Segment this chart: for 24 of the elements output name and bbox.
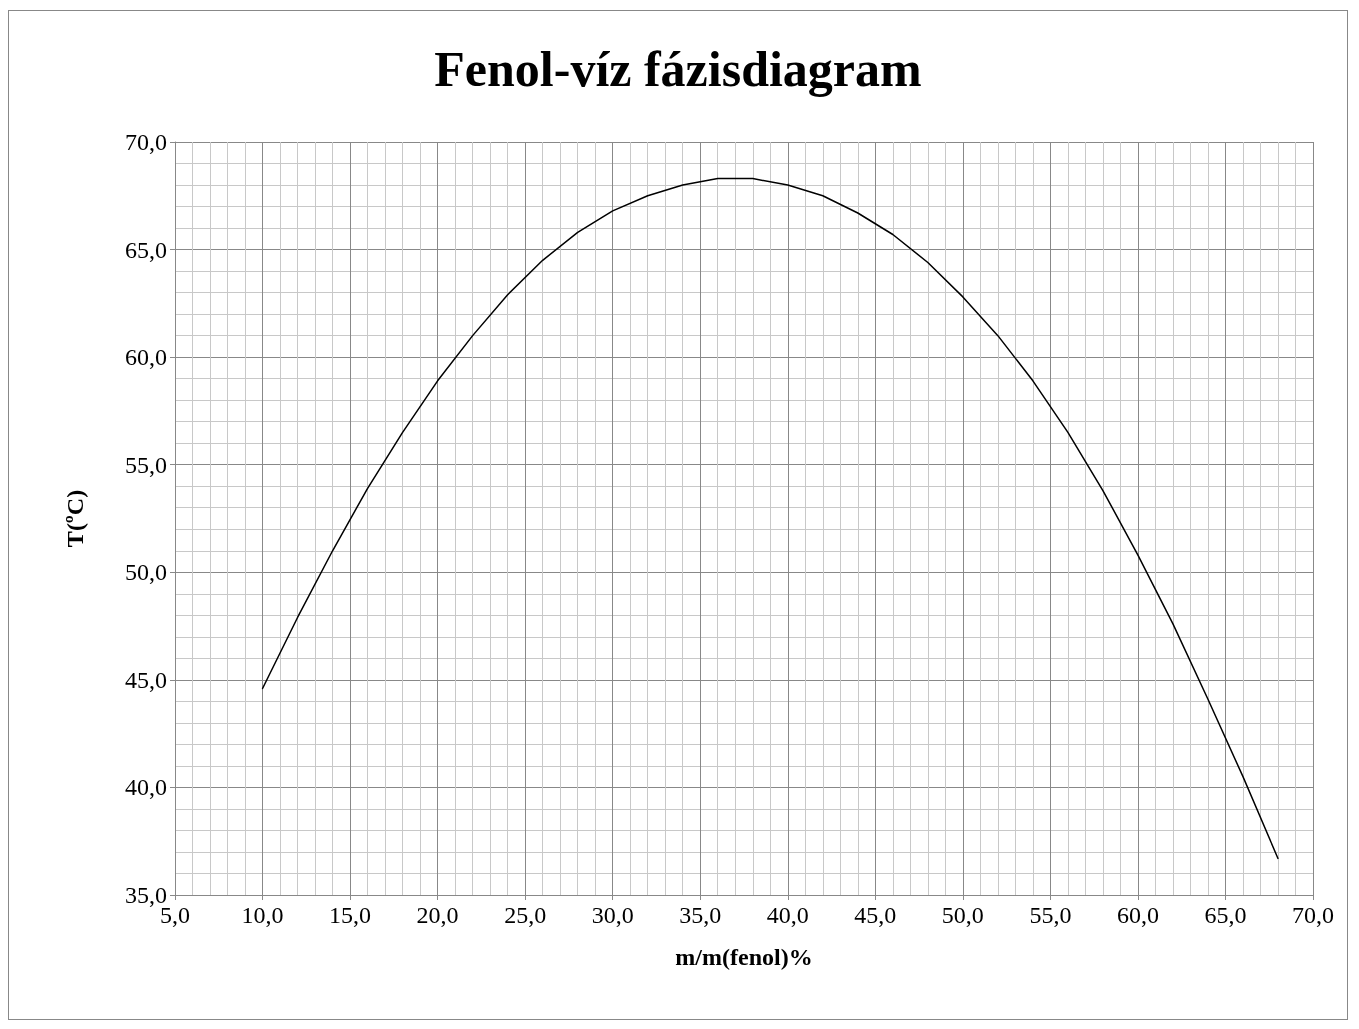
x-tick-label: 30,0 xyxy=(591,902,634,928)
x-axis-title: m/m(fenol)% xyxy=(675,944,813,970)
x-tick-label: 25,0 xyxy=(504,902,547,928)
y-axis-title: T(ºC) xyxy=(62,489,88,548)
x-tick-label: 65,0 xyxy=(1204,902,1247,928)
line-series xyxy=(261,177,1279,860)
y-tick-label: 70,0 xyxy=(125,129,167,155)
x-tick-label: 15,0 xyxy=(329,902,372,928)
x-tick-label: 10,0 xyxy=(241,902,284,928)
y-tick-label: 60,0 xyxy=(125,344,167,371)
chart-title: Fenol-víz fázisdiagram xyxy=(434,41,922,97)
x-tick-label: 55,0 xyxy=(1029,902,1072,928)
x-tick-label: 50,0 xyxy=(941,902,984,928)
x-tick-label: 35,0 xyxy=(679,902,722,928)
y-tick-label: 45,0 xyxy=(125,666,167,693)
y-tick-label: 40,0 xyxy=(125,774,167,801)
x-tick-label: 60,0 xyxy=(1116,902,1159,928)
y-tick-label: 65,0 xyxy=(125,236,167,263)
y-tick-label: 50,0 xyxy=(125,559,167,586)
x-tick-label: 70,0 xyxy=(1292,902,1334,928)
x-tick-label: 20,0 xyxy=(416,902,459,928)
x-tick-label: 45,0 xyxy=(854,902,897,928)
y-tick-label: 55,0 xyxy=(125,451,167,478)
x-tick-label: 40,0 xyxy=(766,902,809,928)
